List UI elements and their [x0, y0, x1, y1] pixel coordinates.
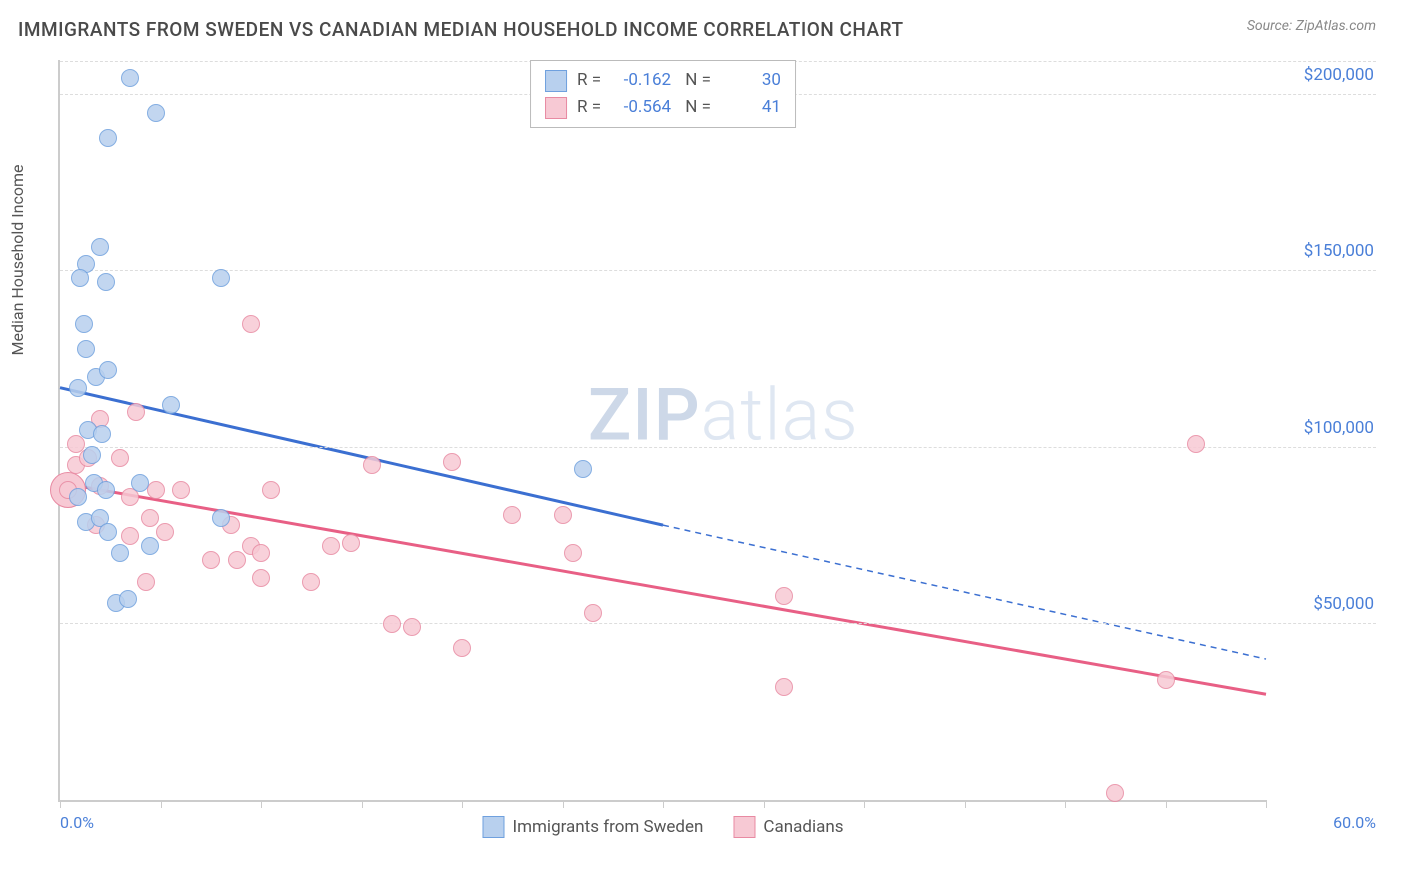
x-tick	[362, 800, 363, 808]
y-tick-label: $50,000	[1274, 594, 1374, 614]
scatter-point-canadians	[156, 523, 174, 541]
legend-item-canadians: Canadians	[733, 816, 843, 838]
scatter-point-canadians	[322, 537, 340, 555]
x-tick	[60, 800, 61, 808]
scatter-point-canadians	[252, 544, 270, 562]
scatter-point-sweden	[141, 537, 159, 555]
scatter-point-sweden	[119, 590, 137, 608]
scatter-point-canadians	[147, 481, 165, 499]
series-legend: Immigrants from Sweden Canadians	[482, 816, 843, 838]
scatter-point-canadians	[111, 449, 129, 467]
scatter-point-sweden	[111, 544, 129, 562]
scatter-point-canadians	[228, 551, 246, 569]
scatter-point-sweden	[212, 269, 230, 287]
y-tick-label: $150,000	[1274, 241, 1374, 261]
x-tick	[1166, 800, 1167, 808]
scatter-point-canadians	[242, 315, 260, 333]
scatter-point-canadians	[172, 481, 190, 499]
scatter-point-canadians	[554, 506, 572, 524]
scatter-point-sweden	[212, 509, 230, 527]
x-tick	[261, 800, 262, 808]
scatter-point-canadians	[1157, 671, 1175, 689]
x-tick	[764, 800, 765, 808]
scatter-point-sweden	[131, 474, 149, 492]
x-tick	[1266, 800, 1267, 808]
r-value-sweden: -0.162	[611, 67, 671, 94]
scatter-point-sweden	[91, 238, 109, 256]
scatter-point-sweden	[69, 488, 87, 506]
scatter-point-canadians	[127, 403, 145, 421]
scatter-point-sweden	[83, 446, 101, 464]
scatter-point-canadians	[141, 509, 159, 527]
gridline	[60, 447, 1376, 448]
scatter-point-sweden	[99, 523, 117, 541]
legend-item-sweden: Immigrants from Sweden	[482, 816, 703, 838]
scatter-point-sweden	[99, 129, 117, 147]
swatch-sweden-icon	[545, 70, 567, 92]
scatter-point-canadians	[564, 544, 582, 562]
x-tick	[462, 800, 463, 808]
legend-label-canadians: Canadians	[763, 817, 843, 837]
page-title: IMMIGRANTS FROM SWEDEN VS CANADIAN MEDIA…	[18, 18, 904, 41]
scatter-point-canadians	[443, 453, 461, 471]
r-value-canadians: -0.564	[611, 94, 671, 121]
scatter-point-canadians	[1106, 784, 1124, 802]
y-tick-label: $100,000	[1274, 418, 1374, 438]
scatter-point-canadians	[584, 604, 602, 622]
scatter-point-sweden	[71, 269, 89, 287]
scatter-point-canadians	[342, 534, 360, 552]
scatter-point-sweden	[162, 396, 180, 414]
scatter-point-sweden	[99, 361, 117, 379]
source-label: Source: ZipAtlas.com	[1247, 18, 1376, 34]
y-tick-label: $200,000	[1274, 65, 1374, 85]
legend-swatch-sweden-icon	[482, 816, 504, 838]
scatter-point-canadians	[453, 639, 471, 657]
scatter-point-canadians	[403, 618, 421, 636]
legend-label-sweden: Immigrants from Sweden	[512, 817, 703, 837]
trendlines-svg	[60, 60, 1266, 800]
x-tick	[965, 800, 966, 808]
scatter-point-canadians	[302, 573, 320, 591]
x-tick	[161, 800, 162, 808]
scatter-point-sweden	[77, 340, 95, 358]
gridline	[60, 270, 1376, 271]
scatter-point-canadians	[363, 456, 381, 474]
scatter-point-canadians	[202, 551, 220, 569]
scatter-point-sweden	[97, 273, 115, 291]
stats-row-sweden: R =-0.162 N =30	[545, 67, 781, 94]
x-tick	[1065, 800, 1066, 808]
n-value-canadians: 41	[721, 94, 781, 121]
x-tick	[563, 800, 564, 808]
scatter-point-canadians	[252, 569, 270, 587]
scatter-point-sweden	[97, 481, 115, 499]
scatter-point-canadians	[503, 506, 521, 524]
scatter-point-sweden	[121, 69, 139, 87]
x-tick	[864, 800, 865, 808]
scatter-point-canadians	[1187, 435, 1205, 453]
swatch-canadians-icon	[545, 97, 567, 119]
y-axis-label: Median Household Income	[8, 165, 27, 356]
plot-area: ZIPatlas R =-0.162 N =30 R =-0.564 N =41…	[58, 60, 1266, 802]
scatter-point-canadians	[775, 678, 793, 696]
x-max-label: 60.0%	[1333, 813, 1376, 832]
scatter-point-canadians	[121, 527, 139, 545]
x-tick	[663, 800, 664, 808]
x-min-label: 0.0%	[60, 813, 94, 832]
n-value-sweden: 30	[721, 67, 781, 94]
scatter-point-canadians	[383, 615, 401, 633]
scatter-point-sweden	[75, 315, 93, 333]
scatter-point-canadians	[137, 573, 155, 591]
stats-row-canadians: R =-0.564 N =41	[545, 94, 781, 121]
scatter-point-canadians	[775, 587, 793, 605]
scatter-point-sweden	[93, 425, 111, 443]
legend-swatch-canadians-icon	[733, 816, 755, 838]
scatter-point-sweden	[147, 104, 165, 122]
scatter-point-canadians	[262, 481, 280, 499]
gridline	[60, 623, 1376, 624]
scatter-point-sweden	[69, 379, 87, 397]
scatter-point-sweden	[574, 460, 592, 478]
chart-container: Median Household Income ZIPatlas R =-0.1…	[18, 50, 1376, 852]
stats-legend: R =-0.162 N =30 R =-0.564 N =41	[530, 60, 796, 128]
